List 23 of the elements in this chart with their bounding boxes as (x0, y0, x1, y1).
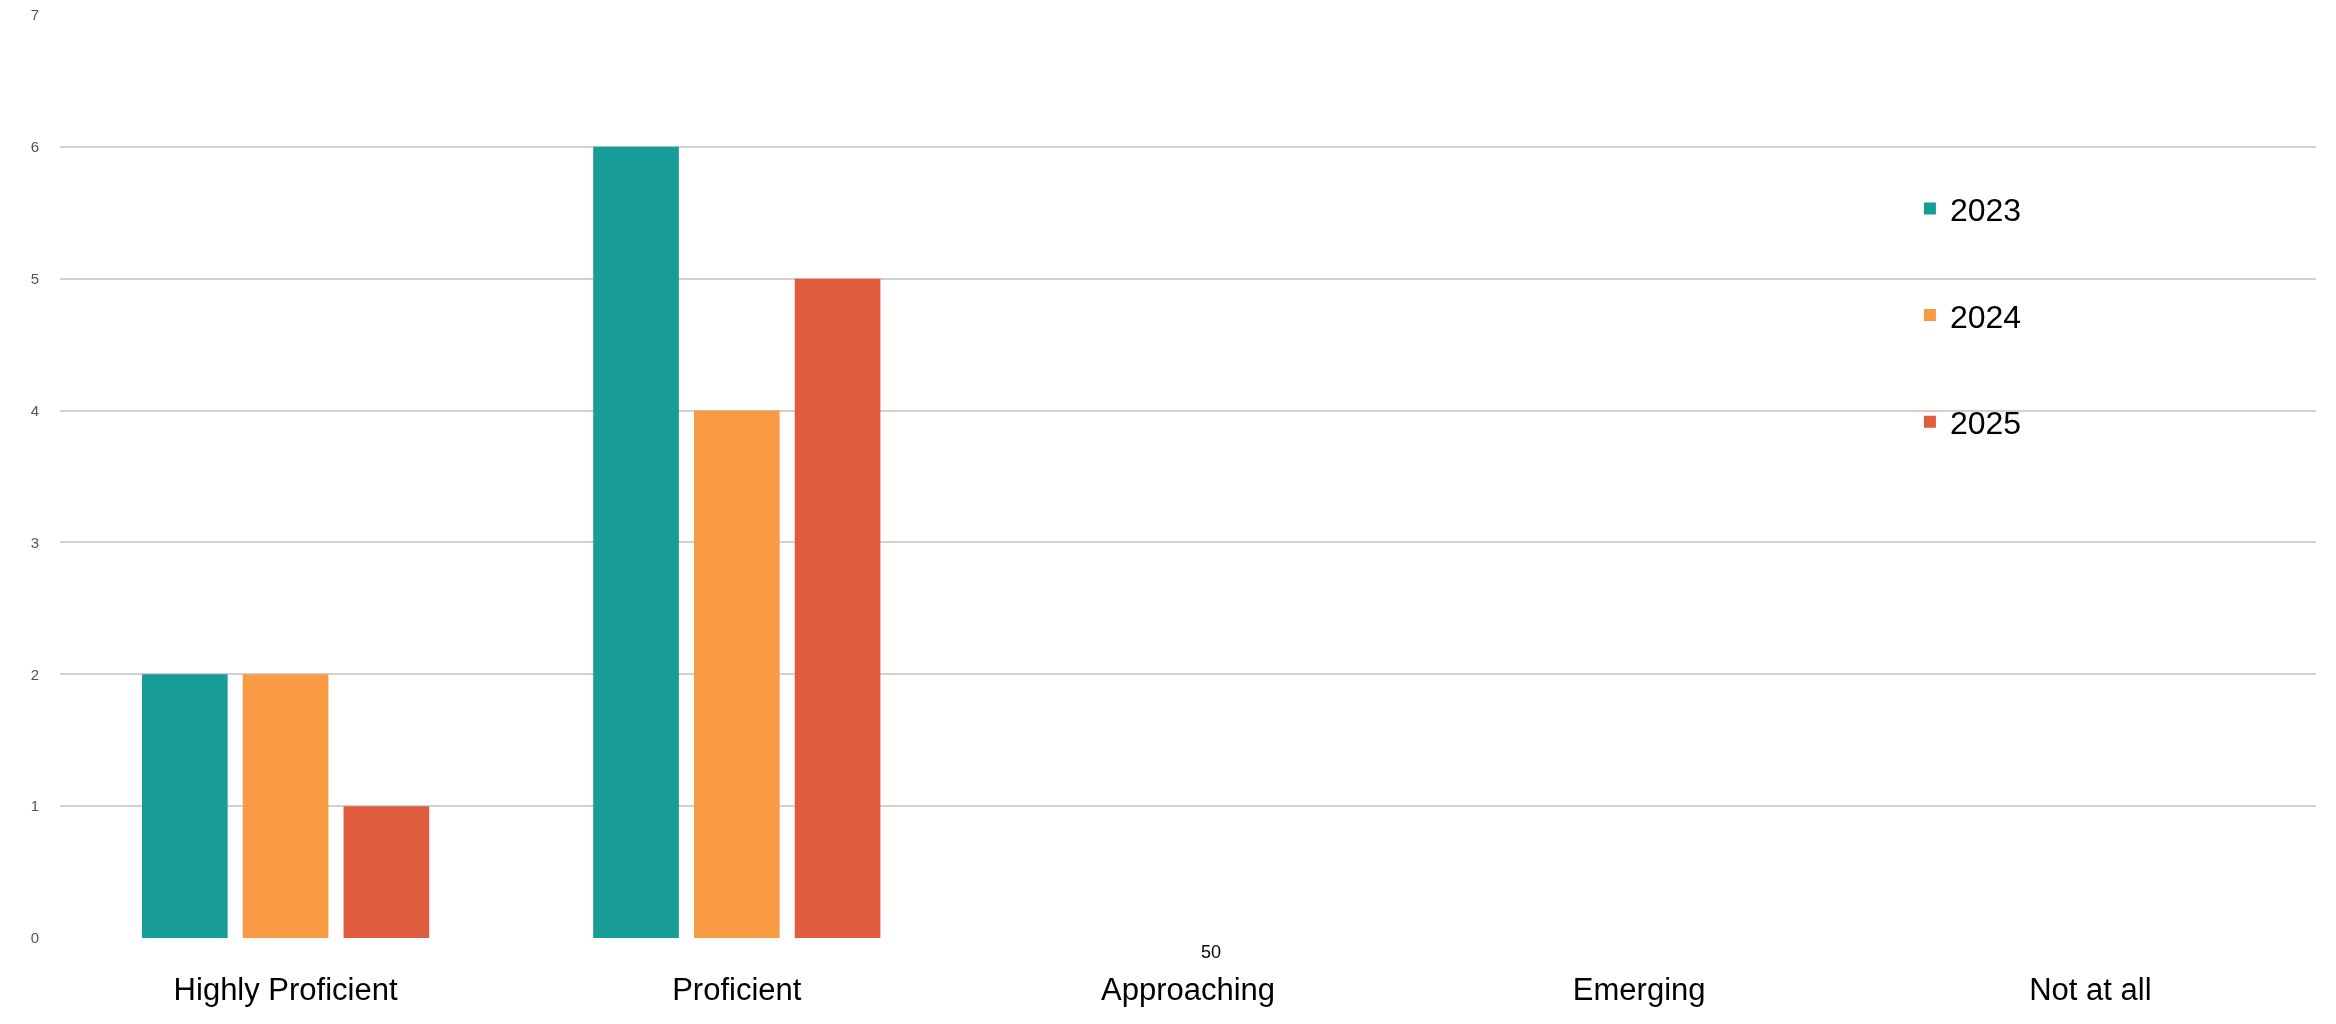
x-tick-label: Approaching (1100, 972, 1276, 1007)
bar (142, 674, 228, 938)
x-tick-label: Highly Proficient (173, 972, 398, 1007)
y-tick-label: 2 (30, 665, 39, 683)
x-tick-label: Emerging (1572, 972, 1706, 1007)
y-tick-label: 6 (30, 138, 39, 156)
legend-label: 2024 (1949, 298, 2022, 335)
bar (794, 278, 881, 938)
y-tick-label: 4 (30, 401, 39, 419)
bar (593, 146, 679, 938)
y-tick-label: 0 (30, 929, 39, 947)
bar (693, 410, 780, 938)
y-tick-label: 5 (30, 269, 39, 287)
y-tick-label: 3 (30, 533, 39, 551)
x-tick-label: Not at all (2029, 972, 2152, 1007)
legend-label: 2023 (1949, 191, 2022, 228)
bar (242, 674, 329, 938)
legend-label: 2025 (1949, 405, 2022, 442)
text: 50 (1201, 942, 1222, 962)
bar (343, 806, 430, 938)
y-tick-label: 7 (30, 6, 39, 24)
x-tick-label: Proficient (672, 972, 802, 1007)
y-tick-label: 1 (30, 797, 39, 815)
